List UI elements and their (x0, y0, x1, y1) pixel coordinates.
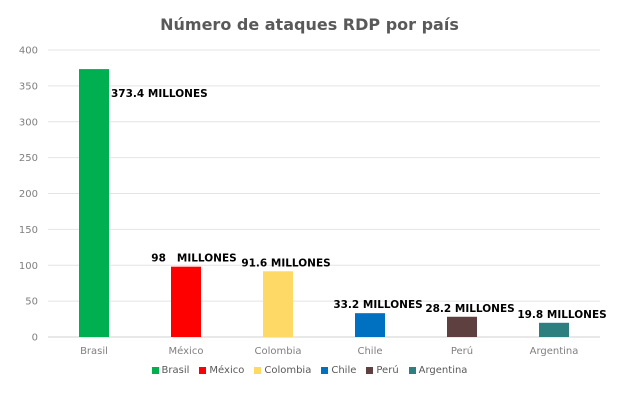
y-axis: 0 50 100 150 200 250 300 350 400 (19, 46, 38, 344)
legend-label: Colombia (264, 365, 312, 376)
bar-chile (355, 313, 385, 337)
y-tick-label: 150 (19, 225, 38, 236)
legend-swatch (408, 367, 416, 374)
legend: Brasil México Colombia Chile Perú Argentina (0, 365, 619, 376)
bar-colombia (263, 271, 293, 337)
bar-perú (447, 316, 477, 337)
legend-swatch (321, 367, 329, 374)
legend-item: Perú (366, 365, 399, 376)
x-tick-label: Argentina (530, 346, 579, 357)
legend-swatch (199, 367, 207, 374)
legend-item: Chile (321, 365, 356, 376)
legend-label: Argentina (418, 365, 468, 376)
data-label: 98 MILLONES (151, 253, 236, 265)
y-tick-label: 0 (32, 333, 38, 344)
legend-swatch (366, 367, 374, 374)
x-axis: Brasil México Colombia Chile Perú Argentina (80, 345, 578, 357)
legend-label: México (209, 365, 245, 376)
y-tick-label: 400 (19, 46, 38, 57)
data-label: 33.2 MILLONES (333, 299, 422, 311)
legend-swatch (254, 367, 262, 374)
legend-swatch (151, 367, 159, 374)
legend-item: Brasil (151, 365, 190, 376)
bar-méxico (171, 266, 201, 337)
x-tick-label: Brasil (80, 346, 108, 357)
y-tick-label: 250 (19, 153, 38, 164)
legend-label: Perú (376, 365, 399, 376)
legend-item: México (199, 365, 244, 376)
gridlines (48, 49, 600, 338)
data-label: 19.8 MILLONES (517, 309, 606, 321)
y-tick-label: 300 (19, 117, 38, 128)
x-tick-label: México (169, 345, 204, 357)
bar-brasil (79, 69, 109, 337)
x-tick-label: Perú (451, 345, 473, 357)
legend-item: Argentina (408, 365, 468, 376)
bars (79, 69, 569, 337)
legend-label: Chile (331, 365, 357, 376)
data-labels: 373.4 MILLONES 98 MILLONES 91.6 MILLONES 33… (111, 88, 607, 321)
data-label: 28.2 MILLONES (425, 303, 514, 315)
y-tick-label: 100 (19, 261, 38, 272)
data-label: 373.4 MILLONES (111, 88, 208, 100)
chart-title: Número de ataques RDP por país (160, 15, 459, 34)
x-tick-label: Colombia (255, 346, 302, 357)
bar-argentina (539, 322, 569, 337)
y-tick-label: 200 (19, 189, 38, 200)
y-tick-label: 350 (19, 81, 38, 92)
legend-item: Colombia (254, 365, 311, 376)
legend-label: Brasil (161, 365, 190, 376)
x-tick-label: Chile (357, 346, 382, 357)
data-label: 91.6 MILLONES (241, 257, 330, 269)
y-tick-label: 50 (25, 297, 38, 308)
